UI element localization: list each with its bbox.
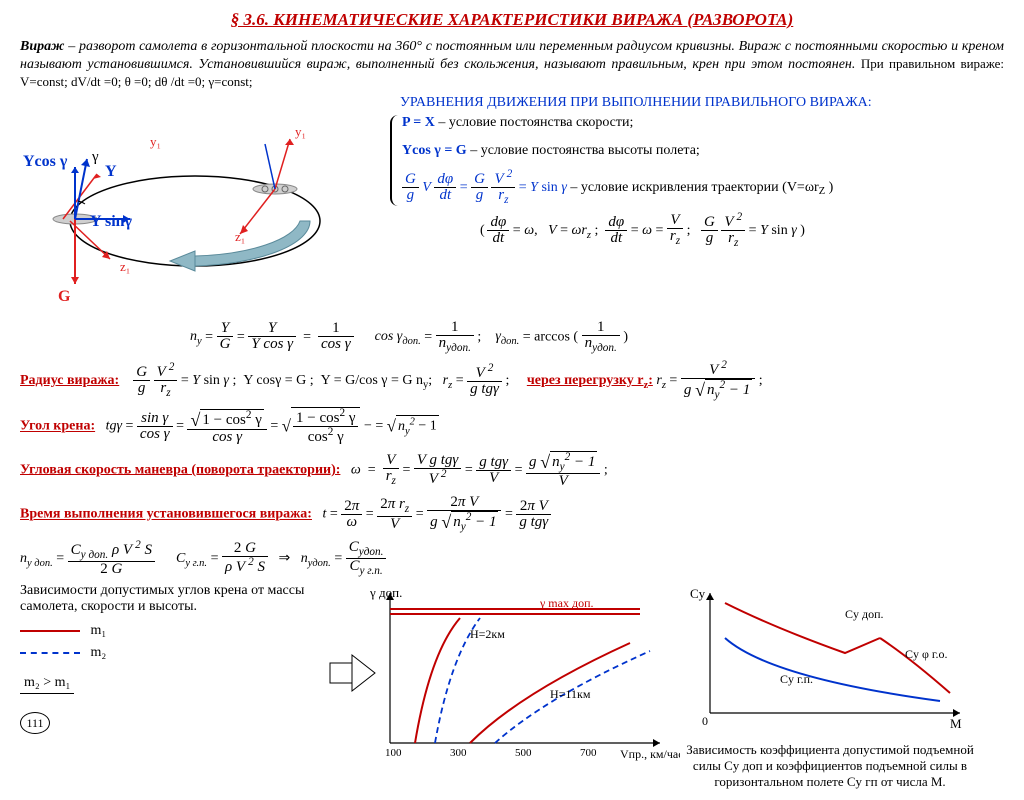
intro-term: Вираж	[20, 39, 64, 54]
svg-text:M: M	[950, 716, 962, 731]
svg-text:H=11км: H=11км	[550, 687, 591, 701]
legend-m1-line	[20, 630, 80, 632]
turn-diagram: Ycos γ γ Y Y sinγ G y₁ y₁ z₁ z₁	[20, 111, 360, 316]
time-row: Время выполнения установившегося виража:…	[20, 495, 1004, 533]
ny-formula: ny = YG = YY cos γ = 1cos γ cos γдоп. = …	[190, 320, 1004, 354]
equations-header: УРАВНЕНИЯ ДВИЖЕНИЯ ПРИ ВЫПОЛНЕНИИ ПРАВИЛ…	[400, 95, 1004, 111]
angvel-row: Угловая скорость маневра (поворота траек…	[20, 451, 1004, 489]
label-y: Y	[105, 163, 117, 180]
bank-row: Угол крена: tgγ = sin γcos γ = √1 − cos2…	[20, 407, 1004, 445]
eq1-lhs: P = X	[402, 115, 435, 130]
legend-m1: m₁	[91, 623, 107, 638]
gamma-chart: γ доп. Vпр., км/час γ max доп. 100 300 5…	[320, 583, 680, 768]
equations-column: P = X – условие постоянства скорости; Yc…	[360, 111, 1004, 316]
svg-text:H=2км: H=2км	[470, 627, 505, 641]
svg-text:300: 300	[450, 747, 467, 759]
radius-row: Радиус виража: Gg V 2rz = Y sin γ ; Y co…	[20, 360, 1004, 401]
label-z1-right: z₁	[235, 229, 245, 244]
eq3-desc: – условие искривления траектории (V=ωr	[570, 179, 818, 194]
cy-chart-caption: Зависимость коэффициента допустимой подъ…	[680, 742, 980, 790]
time-label: Время выполнения установившегося виража:	[20, 507, 312, 522]
eq-parenthetical: ( dφdt = ω, V = ωrz ; dφdt = ω = Vrz ; G…	[480, 212, 1004, 249]
svg-text:Vпр., км/час: Vпр., км/час	[620, 747, 680, 761]
legend-m2: m₂	[91, 645, 107, 660]
svg-text:0: 0	[702, 714, 708, 728]
eq1-desc: – условие постоянства скорости;	[438, 115, 633, 130]
svg-text:Cу: Cу	[690, 586, 706, 601]
dependence-text: Зависимости допустимых углов крена от ма…	[20, 583, 320, 615]
eq2-desc: – условие постоянства высоты полета;	[470, 143, 700, 158]
legend-m2-line	[20, 652, 80, 654]
svg-text:100: 100	[385, 747, 402, 759]
label-ysing: Y sinγ	[90, 213, 133, 230]
label-gamma: γ	[91, 149, 99, 165]
intro-body: – разворот самолета в горизонтальной пло…	[20, 39, 1004, 72]
mass-inequality: m₂ > m₁	[20, 675, 74, 694]
page-number: 111	[20, 712, 50, 734]
label-g: G	[58, 288, 71, 305]
nydop-row: ny доп. = Cy доп. ρ V 2 S2 G Cy г.п. = 2…	[20, 540, 1004, 578]
svg-text:γ доп.: γ доп.	[369, 585, 402, 600]
svg-text:Cу φ г.о.: Cу φ г.о.	[905, 647, 948, 661]
svg-text:Cу г.п.: Cу г.п.	[780, 672, 813, 686]
svg-text:500: 500	[515, 747, 532, 759]
intro-paragraph: Вираж – разворот самолета в горизонтальн…	[20, 38, 1004, 93]
angvel-label: Угловая скорость маневра (поворота траек…	[20, 462, 340, 477]
label-ycosg: Ycos γ	[23, 153, 68, 170]
cy-chart: Cу M 0 Cу доп. Cу φ г.о. Cу г.п. Зависим…	[680, 583, 980, 790]
label-y1-left: y₁	[150, 134, 161, 149]
eq2-lhs: Ycos γ = G	[402, 143, 467, 158]
bank-label: Угол крена:	[20, 419, 95, 434]
label-y1-right: y₁	[295, 124, 306, 139]
legend-block: Зависимости допустимых углов крена от ма…	[20, 583, 320, 734]
svg-text:Cу доп.: Cу доп.	[845, 607, 884, 621]
eq3-formula: Gg V dφdt = Gg V 2rz = Y sin γ – условие…	[402, 169, 1004, 206]
through-n-label: через перегрузку rz:	[527, 373, 653, 388]
svg-text:γ max доп.: γ max доп.	[539, 596, 594, 610]
radius-label: Радиус виража:	[20, 373, 119, 388]
label-z1-left: z₁	[120, 259, 130, 274]
svg-text:700: 700	[580, 747, 597, 759]
section-title: § 3.6. КИНЕМАТИЧЕСКИЕ ХАРАКТЕРИСТИКИ ВИР…	[20, 10, 1004, 30]
